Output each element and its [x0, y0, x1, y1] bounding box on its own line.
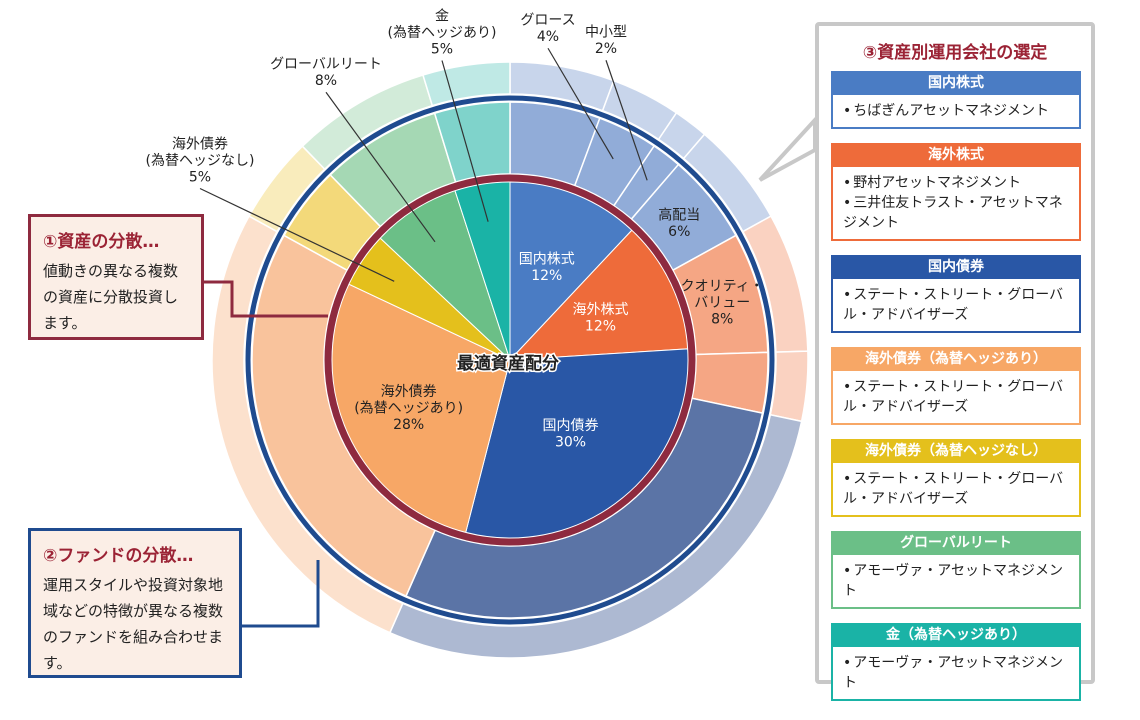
callout-pointer — [758, 114, 817, 182]
inner-slice — [508, 229, 689, 361]
manager-name: ステート・ストリート・グローバル・アドバイザーズ — [843, 469, 1073, 509]
manager-group-body: ステート・ストリート・グローバル・アドバイザーズ — [831, 279, 1081, 333]
outer-slice-label: クオリティ・バリュー 8% — [681, 278, 764, 327]
leader-line — [325, 91, 436, 243]
manager-group: 国内債券ステート・ストリート・グローバル・アドバイザーズ — [831, 255, 1081, 333]
note-fund-diversification: ②ファンドの分散… 運用スタイルや投資対象地域などの特徴が異なる複数のファンドを… — [28, 528, 242, 678]
inner-slice-label: 海外株式 12% — [572, 302, 628, 335]
inner-slice-label: 国内債券 30% — [543, 418, 599, 451]
outer-slice — [405, 397, 764, 619]
manager-group: 海外債券（為替ヘッジなし） ステート・ストリート・グローバル・アドバイザーズ — [831, 439, 1081, 517]
manager-group-body: アモーヴァ・アセットマネジメント — [831, 555, 1081, 609]
leader-lines — [199, 47, 648, 282]
external-label: 金(為替ヘッジあり) 5% — [388, 8, 497, 57]
manager-group: 国内株式ちばぎんアセットマネジメント — [831, 71, 1081, 129]
manager-group: 海外株式野村アセットマネジメント三井住友トラスト・アセットマネジメント — [831, 143, 1081, 241]
external-label: 海外債券(為替ヘッジなし) 5% — [146, 136, 255, 185]
manager-groups: 国内株式ちばぎんアセットマネジメント海外株式野村アセットマネジメント三井住友トラ… — [819, 71, 1091, 701]
manager-group-body: アモーヴァ・アセットマネジメント — [831, 647, 1081, 701]
manager-name: 三井住友トラスト・アセットマネジメント — [843, 193, 1073, 233]
inner-slice-label: 国内株式 12% — [519, 252, 575, 285]
leader-line — [605, 60, 648, 181]
manager-group-header: 国内株式 — [831, 71, 1081, 95]
inner-slice — [454, 181, 511, 361]
inner-slice-label: 海外債券(為替ヘッジあり) 28% — [354, 384, 463, 433]
inner-red-ring — [324, 174, 696, 546]
outer-slice — [433, 101, 511, 184]
manager-name: ステート・ストリート・グローバル・アドバイザーズ — [843, 377, 1073, 417]
inner-slice — [465, 348, 689, 539]
manager-group: 金（為替ヘッジあり） アモーヴァ・アセットマネジメント — [831, 623, 1081, 701]
outer-ring — [251, 101, 769, 619]
external-label: 中小型 2% — [585, 25, 627, 58]
external-label: グロース 4% — [520, 13, 575, 46]
manager-name: ちばぎんアセットマネジメント — [843, 101, 1073, 121]
note2-text: 運用スタイルや投資対象地域などの特徴が異なる複数のファンドを組み合わせます。 — [43, 576, 224, 672]
manager-group-header: 国内債券 — [831, 255, 1081, 279]
manager-group-body: 野村アセットマネジメント三井住友トラスト・アセットマネジメント — [831, 167, 1081, 241]
external-label: グローバルリート 8% — [270, 57, 382, 90]
manager-name: 野村アセットマネジメント — [843, 173, 1073, 193]
manager-group: 海外債券（為替ヘッジあり） ステート・ストリート・グローバル・アドバイザーズ — [831, 347, 1081, 425]
slice-labels: 国内株式 12% 海外株式 12% 国内債券 30% 海外債券(為替ヘッジあり) 28% 高配当… — [146, 8, 764, 450]
outer-rim — [211, 61, 809, 659]
manager-name: アモーヴァ・アセットマネジメント — [843, 561, 1073, 601]
leader-line — [547, 47, 614, 160]
manager-name: ステート・ストリート・グローバル・アドバイザーズ — [843, 285, 1073, 325]
manager-group-body: ステート・ストリート・グローバル・アドバイザーズ — [831, 371, 1081, 425]
manager-group-body: ちばぎんアセットマネジメント — [831, 95, 1081, 129]
inner-slice — [509, 181, 633, 362]
manager-group-header: グローバルリート — [831, 531, 1081, 555]
manager-group-header: 金（為替ヘッジあり） — [831, 623, 1081, 647]
manager-name: アモーヴァ・アセットマネジメント — [843, 653, 1073, 693]
outer-slice-label: 高配当 6% — [658, 206, 700, 240]
chart-center-title: 最適資産配分 — [457, 353, 559, 374]
manager-group-body: ステート・ストリート・グローバル・アドバイザーズ — [831, 463, 1081, 517]
manager-group: グローバルリートアモーヴァ・アセットマネジメント — [831, 531, 1081, 609]
outer-blue-ring — [245, 95, 775, 625]
note2-title: ②ファンドの分散… — [43, 546, 194, 566]
leader-line — [199, 187, 395, 282]
inner-slice — [331, 283, 511, 534]
manager-group-header: 海外債券（為替ヘッジあり） — [831, 347, 1081, 371]
rim-slice — [769, 350, 809, 423]
inner-pie — [331, 181, 689, 539]
rim-slice — [422, 61, 511, 107]
note-asset-diversification: ①資産の分散… 値動きの異なる複数の資産に分散投資します。 — [28, 214, 204, 340]
note1-title: ①資産の分散… — [43, 232, 160, 252]
note1-text: 値動きの異なる複数の資産に分散投資します。 — [43, 262, 179, 332]
inner-slice — [379, 190, 511, 361]
manager-group-header: 海外株式 — [831, 143, 1081, 167]
manager-group-header: 海外債券（為替ヘッジなし） — [831, 439, 1081, 463]
panel-title: ③資産別運用会社の選定 — [862, 43, 1048, 63]
manager-selection-panel: ③資産別運用会社の選定 国内株式ちばぎんアセットマネジメント海外株式野村アセット… — [815, 22, 1095, 701]
leader-line — [441, 60, 489, 222]
